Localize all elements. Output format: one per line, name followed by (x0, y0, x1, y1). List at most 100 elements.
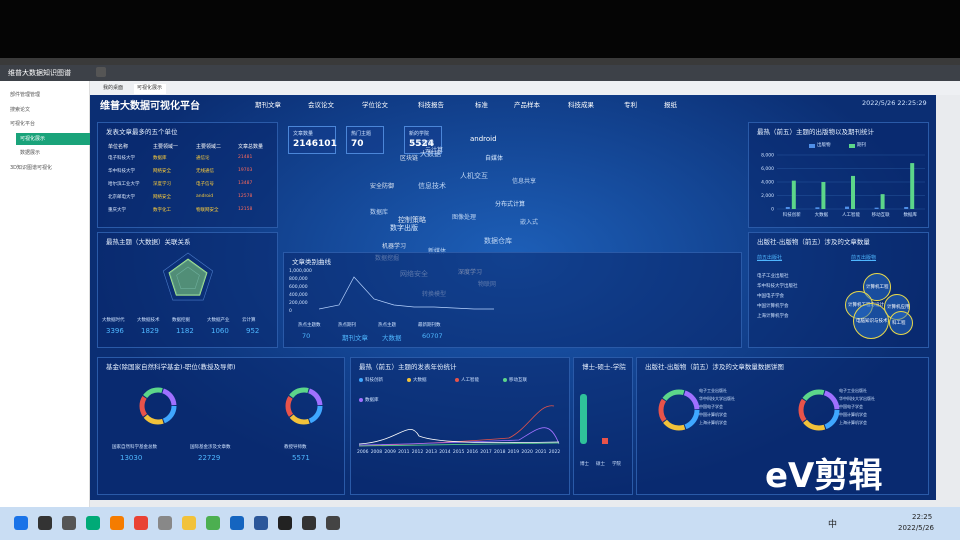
nav-item[interactable]: 会议论文 (308, 101, 334, 109)
donut-segment (798, 389, 840, 431)
nav-item[interactable]: 报纸 (664, 101, 677, 109)
taskbar-icon[interactable] (14, 516, 28, 530)
radar (162, 252, 214, 301)
bubble-label: 计算机工程 (866, 285, 889, 290)
watermark: eV剪辑 (765, 456, 883, 496)
ime: 中 (828, 520, 838, 530)
x-tick-label: 2019 (507, 450, 520, 455)
panel-title: 出版社-出版物（前五）涉及的文章数量 (757, 238, 870, 246)
menu-toggle[interactable] (96, 67, 106, 77)
taskbar-icon[interactable] (254, 516, 268, 530)
panel: 博士-硕士-学院 博士 硕士 学院 (573, 357, 633, 495)
x-tick-label: 2011 (398, 450, 410, 455)
word: 分布式计算 (495, 201, 526, 208)
taskbar-icon[interactable] (302, 516, 316, 530)
panel: 最热（前五）主题的发表年份统计 科技创新 大数据 人工智能 移动互联 数据库 2006 200… (350, 357, 570, 495)
word: 机器学习 (382, 243, 407, 250)
panel-title: 博士-硕士-学院 (582, 363, 626, 371)
sidebar-item[interactable]: 可视化展示 (16, 132, 90, 145)
donut-segment (658, 389, 700, 431)
bar (880, 194, 885, 209)
word: 大数据 (420, 150, 441, 158)
toggle[interactable]: 前五出版社 (757, 255, 783, 261)
taskbar-icon[interactable] (182, 516, 196, 530)
taskbar-icon[interactable] (86, 516, 100, 530)
tab[interactable]: 我的桌面 (100, 84, 132, 94)
toggle[interactable]: 前五出版物 (851, 255, 877, 261)
taskbar-icon[interactable] (134, 516, 148, 530)
bar-chart: 0 2,000 4,000 6,000 8,000 科技创新 大数据 人工智能 移动互联 数据库 (761, 153, 925, 218)
radar-area (168, 258, 208, 296)
stat-label: 最新期刊数 (418, 323, 441, 328)
panel: 最热主题（大数据）关联关系 大数据时代 3396 大数据技术 1829 数据挖掘 1182 大… (97, 232, 278, 348)
pie-legend: 华中科技大学出版社 (839, 396, 875, 401)
pie-legend: 中国计算机学会 (839, 412, 867, 417)
stat-value: 13030 (120, 454, 143, 462)
legend-label: 博士 (580, 462, 589, 467)
x-tick-label: 2006 (357, 450, 369, 455)
panel-title: 最热（前五）主题的出版物以及期刊统计 (757, 128, 874, 136)
table-cell: 重庆大学 (108, 208, 126, 213)
table-header: 主要领域二 (196, 144, 222, 150)
donut-segment (798, 389, 840, 431)
bar (904, 206, 909, 209)
app-header (0, 65, 960, 81)
sidebar-item[interactable]: 3D知识图谱可视化 (10, 164, 53, 171)
taskbar-icon[interactable] (158, 516, 172, 530)
taskbar-icon[interactable] (110, 516, 124, 530)
y-tick-label: 8,000 (761, 153, 774, 159)
nav-item[interactable]: 专利 (624, 101, 637, 109)
bubble (889, 311, 913, 335)
y-tick-label: 800,000 (289, 277, 308, 282)
x-tick-label: 科技创新 (783, 211, 801, 218)
nav-item[interactable]: 标准 (475, 101, 488, 109)
dashboard: 维普大数据可视化平台 期刊文章 会议论文 学位论文 科技报告 标准 产品样本 科技成果 专利 报纸… (90, 95, 936, 500)
degree-bar (602, 438, 608, 444)
table-header: 单位名称 (108, 144, 129, 150)
word: 人工智能 (410, 140, 435, 147)
word: 安全防御 (370, 183, 395, 190)
donut-segment (658, 389, 700, 431)
sidebar-item[interactable]: 数据展示 (20, 150, 41, 156)
donut-segment (285, 387, 323, 425)
x-tick-label: 大数据 (815, 211, 829, 218)
legend-dot (503, 378, 507, 382)
sidebar-item[interactable]: 部件管理管理 (10, 92, 41, 98)
y-tick-label: 0 (289, 309, 292, 314)
donut-segment (139, 387, 177, 425)
nav-item[interactable]: 期刊文章 (255, 101, 281, 109)
nav-item[interactable]: 科技成果 (568, 101, 594, 109)
nav-item[interactable]: 科技报告 (418, 101, 444, 109)
panel: 出版社-出版物（前五）涉及的文章数量数据饼图 电子工业出版社 华中科技大学出版社 中国… (636, 357, 929, 495)
bar (815, 207, 820, 209)
sidebar-item[interactable]: 搜索论文 (10, 106, 31, 113)
nav-item[interactable]: 学位论文 (362, 101, 388, 109)
x-tick-label: 2012 (411, 450, 424, 455)
datetime: 2022/5/26 22:25:29 (862, 99, 927, 107)
taskbar-icon[interactable] (206, 516, 220, 530)
taskbar-icon[interactable] (38, 516, 52, 530)
sidebar-item[interactable]: 可视化平台 (10, 121, 36, 127)
bubble-label: 科工程 (892, 321, 906, 326)
word: 新媒体 (428, 246, 446, 255)
trend-line (359, 405, 555, 447)
table-cell: 电子信号 (196, 182, 214, 187)
counter-value: 70 (351, 139, 364, 149)
word: 区块链 (400, 155, 419, 162)
donut (798, 389, 840, 431)
bubble (853, 303, 889, 339)
taskbar-icon[interactable] (278, 516, 292, 530)
x-tick-label: 数据库 (903, 211, 917, 218)
bar (785, 206, 790, 209)
taskbar-icon[interactable] (326, 516, 340, 530)
legend-label: 数据库 (365, 398, 379, 403)
taskbar-icon[interactable] (230, 516, 244, 530)
pie-legend: 中国计算机学会 (699, 412, 727, 417)
nav-item[interactable]: 产品样本 (514, 101, 540, 109)
tab[interactable]: 可视化展示 (134, 84, 166, 94)
y-tick-label: 1,000,000 (289, 269, 312, 274)
x-tick-label: 2014 (439, 450, 451, 455)
taskbar-icon[interactable] (62, 516, 76, 530)
counter-value: 5524 (409, 139, 435, 149)
table-cell: android (196, 194, 214, 199)
